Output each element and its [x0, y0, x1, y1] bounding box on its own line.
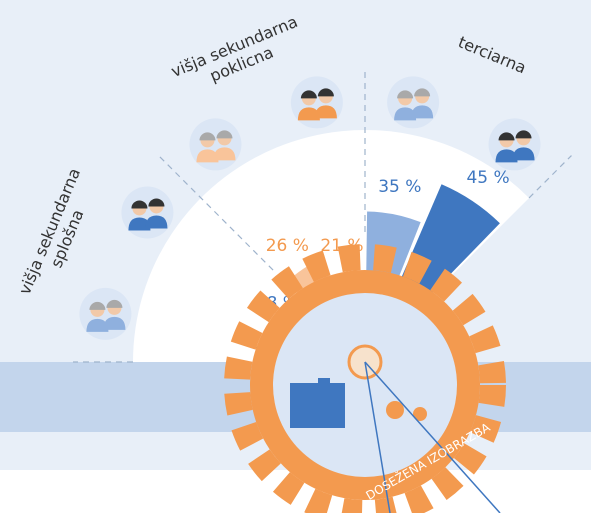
divider: [158, 155, 274, 271]
value-label: 45 %: [466, 168, 509, 188]
tree: [386, 401, 404, 419]
divider: [528, 155, 572, 199]
value-label: 35 %: [378, 177, 421, 197]
people-icon: [387, 76, 440, 129]
pointer: [364, 361, 501, 513]
people-icon: [488, 118, 541, 171]
value-label: 26 %: [266, 236, 309, 256]
pointer: [364, 361, 391, 513]
person-body: [196, 149, 219, 163]
person-body: [213, 147, 236, 161]
building: [290, 383, 345, 428]
person-body: [512, 147, 535, 161]
person-body: [314, 105, 337, 119]
person-hair: [216, 130, 233, 139]
gear-teeth: [224, 244, 506, 513]
person-hair: [199, 132, 216, 141]
person-body: [128, 217, 151, 231]
person-hair: [414, 88, 431, 97]
person-body: [145, 215, 168, 229]
person-hair: [131, 200, 148, 209]
gear-inner: [273, 293, 457, 477]
gear: [224, 244, 506, 513]
tree: [413, 407, 427, 421]
person-body: [411, 105, 434, 119]
person-body: [495, 149, 518, 163]
building-top: [318, 378, 330, 390]
person-hair: [89, 301, 106, 310]
person-hair: [148, 198, 165, 207]
person-body: [86, 318, 109, 332]
person-body: [103, 316, 126, 330]
person-hair: [106, 299, 123, 308]
person-hair: [498, 132, 515, 141]
person-body: [297, 107, 320, 121]
people-icon: [121, 186, 174, 239]
person-hair: [300, 90, 317, 99]
people-icon: [79, 287, 132, 340]
person-hair: [515, 130, 532, 139]
person-body: [394, 107, 417, 121]
person-hair: [317, 88, 334, 97]
fan-background: [133, 129, 530, 362]
person-hair: [397, 90, 414, 99]
people-icon: [189, 118, 242, 171]
people-icon: [290, 76, 343, 129]
